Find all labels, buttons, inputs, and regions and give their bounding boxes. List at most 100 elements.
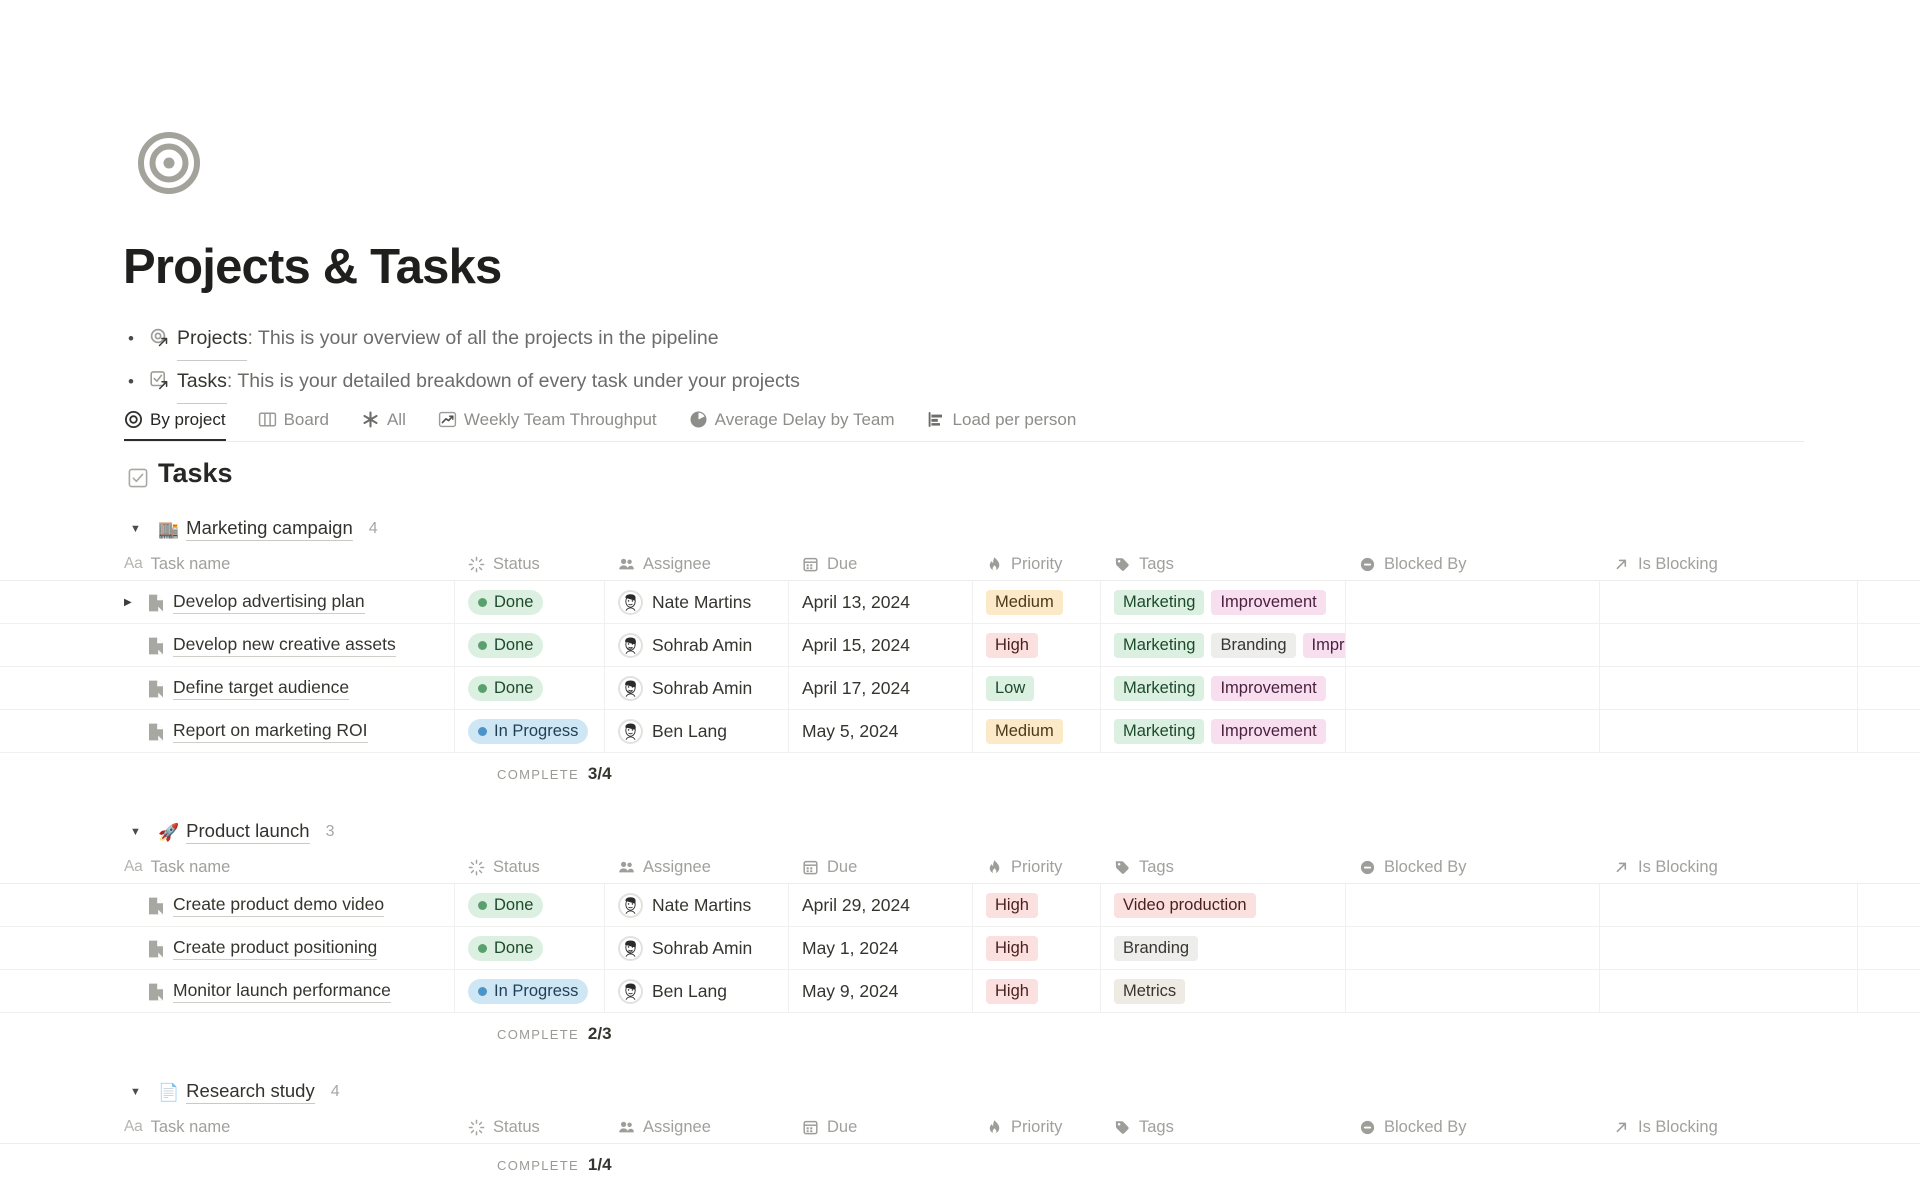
cell-status[interactable]: In Progress: [455, 970, 605, 1013]
column-header-due[interactable]: Due: [789, 851, 973, 884]
cell-status[interactable]: Done: [455, 667, 605, 710]
tag-chip[interactable]: Marketing: [1114, 676, 1205, 701]
tag-chip[interactable]: Branding: [1211, 633, 1296, 658]
table-row[interactable]: ▶ Develop new creative assets Done Sohra…: [0, 624, 1920, 667]
tab-by-project[interactable]: By project: [124, 398, 240, 441]
cell-is-blocking[interactable]: [1600, 710, 1858, 753]
cell-blocked-by[interactable]: [1346, 884, 1600, 927]
cell-due[interactable]: May 9, 2024: [789, 970, 973, 1013]
task-name-label[interactable]: Create product positioning: [173, 937, 378, 960]
cell-status[interactable]: Done: [455, 927, 605, 970]
cell-priority[interactable]: High: [973, 624, 1101, 667]
collapse-caret-icon[interactable]: ▼: [130, 522, 141, 535]
tab-all[interactable]: All: [361, 398, 420, 441]
cell-task-name[interactable]: ▶ Report on marketing ROI: [124, 710, 455, 753]
collapse-caret-icon[interactable]: ▼: [130, 825, 141, 838]
cell-tags[interactable]: Marketing Improvement: [1101, 667, 1346, 710]
status-badge[interactable]: Done: [468, 676, 544, 701]
cell-assignee[interactable]: Nate Martins: [605, 581, 789, 624]
task-name-label[interactable]: Define target audience: [173, 677, 350, 700]
column-header-tags[interactable]: Tags: [1101, 851, 1346, 884]
collapse-caret-icon[interactable]: ▼: [130, 1085, 141, 1098]
priority-badge[interactable]: High: [986, 633, 1038, 658]
column-header-name[interactable]: Aa Task name: [124, 851, 455, 884]
cell-assignee[interactable]: Sohrab Amin: [605, 667, 789, 710]
tab-load-per-person[interactable]: Load per person: [927, 398, 1091, 441]
column-header-priority[interactable]: Priority: [973, 851, 1101, 884]
priority-badge[interactable]: Low: [986, 676, 1035, 701]
cell-is-blocking[interactable]: [1600, 581, 1858, 624]
tab-board[interactable]: Board: [258, 398, 343, 441]
column-header-priority[interactable]: Priority: [973, 1111, 1101, 1144]
column-header-isblocking[interactable]: Is Blocking: [1600, 1111, 1858, 1144]
column-header-blocked[interactable]: Blocked By: [1346, 1111, 1600, 1144]
column-header-status[interactable]: Status: [455, 1111, 605, 1144]
column-header-due[interactable]: Due: [789, 548, 973, 581]
cell-tags[interactable]: Video production: [1101, 884, 1346, 927]
cell-tags[interactable]: MarketingBrandingImprovement: [1101, 624, 1346, 667]
status-badge[interactable]: In Progress: [468, 979, 589, 1004]
tab-weekly-team-throughput[interactable]: Weekly Team Throughput: [438, 398, 671, 441]
cell-status[interactable]: In Progress: [455, 710, 605, 753]
cell-task-name[interactable]: ▶ Monitor launch performance: [124, 970, 455, 1013]
cell-assignee[interactable]: Nate Martins: [605, 884, 789, 927]
cell-status[interactable]: Done: [455, 581, 605, 624]
tag-chip[interactable]: Branding: [1114, 936, 1199, 961]
cell-task-name[interactable]: ▶ Develop new creative assets: [124, 624, 455, 667]
cell-task-name[interactable]: ▶ Develop advertising plan: [124, 581, 455, 624]
cell-task-name[interactable]: ▶ Define target audience: [124, 667, 455, 710]
priority-badge[interactable]: High: [986, 893, 1038, 918]
task-name-label[interactable]: Develop advertising plan: [173, 591, 365, 614]
cell-tags[interactable]: Marketing Improvement: [1101, 710, 1346, 753]
cell-is-blocking[interactable]: [1600, 927, 1858, 970]
table-row[interactable]: ▶ Develop advertising plan Done Nate Mar…: [0, 581, 1920, 624]
group-header[interactable]: ▼ 📄 Research study 4: [0, 1073, 1920, 1111]
cell-assignee[interactable]: Sohrab Amin: [605, 927, 789, 970]
table-row[interactable]: ▶ Create product demo video Done Nate Ma…: [0, 884, 1920, 927]
group-name-label[interactable]: Research study: [186, 1080, 315, 1104]
task-name-label[interactable]: Monitor launch performance: [173, 980, 391, 1003]
status-badge[interactable]: Done: [468, 590, 544, 615]
priority-badge[interactable]: High: [986, 936, 1038, 961]
cell-tags[interactable]: Branding: [1101, 927, 1346, 970]
column-header-blocked[interactable]: Blocked By: [1346, 548, 1600, 581]
status-badge[interactable]: In Progress: [468, 719, 589, 744]
column-header-status[interactable]: Status: [455, 851, 605, 884]
expand-row-arrow[interactable]: ▶: [124, 597, 132, 608]
group-name-label[interactable]: Marketing campaign: [186, 517, 353, 541]
column-header-name[interactable]: Aa Task name: [124, 548, 455, 581]
table-row[interactable]: ▶ Monitor launch performance In Progress…: [0, 970, 1920, 1013]
cell-task-name[interactable]: ▶ Create product positioning: [124, 927, 455, 970]
table-row[interactable]: ▶ Report on marketing ROI In Progress Be…: [0, 710, 1920, 753]
tasks-link[interactable]: Tasks: [177, 361, 227, 404]
cell-priority[interactable]: High: [973, 970, 1101, 1013]
column-header-assignee[interactable]: Assignee: [605, 851, 789, 884]
cell-priority[interactable]: High: [973, 927, 1101, 970]
task-name-label[interactable]: Develop new creative assets: [173, 634, 396, 657]
cell-blocked-by[interactable]: [1346, 927, 1600, 970]
cell-blocked-by[interactable]: [1346, 667, 1600, 710]
priority-badge[interactable]: High: [986, 979, 1038, 1004]
tag-chip[interactable]: Improvement: [1302, 633, 1345, 658]
cell-is-blocking[interactable]: [1600, 884, 1858, 927]
cell-blocked-by[interactable]: [1346, 624, 1600, 667]
table-row[interactable]: ▶ Create product positioning Done Sohrab…: [0, 927, 1920, 970]
group-header[interactable]: ▼ 🏬 Marketing campaign 4: [0, 510, 1920, 548]
cell-due[interactable]: May 5, 2024: [789, 710, 973, 753]
column-header-blocked[interactable]: Blocked By: [1346, 851, 1600, 884]
tag-chip[interactable]: Marketing: [1114, 633, 1205, 658]
projects-link[interactable]: Projects: [177, 318, 248, 361]
group-name-label[interactable]: Product launch: [186, 820, 310, 844]
cell-due[interactable]: April 13, 2024: [789, 581, 973, 624]
cell-assignee[interactable]: Sohrab Amin: [605, 624, 789, 667]
cell-assignee[interactable]: Ben Lang: [605, 710, 789, 753]
tag-chip[interactable]: Improvement: [1211, 590, 1326, 615]
cell-due[interactable]: April 17, 2024: [789, 667, 973, 710]
column-header-assignee[interactable]: Assignee: [605, 548, 789, 581]
cell-assignee[interactable]: Ben Lang: [605, 970, 789, 1013]
cell-priority[interactable]: Low: [973, 667, 1101, 710]
group-header[interactable]: ▼ 🚀 Product launch 3: [0, 813, 1920, 851]
status-badge[interactable]: Done: [468, 633, 544, 658]
cell-blocked-by[interactable]: [1346, 970, 1600, 1013]
tag-chip[interactable]: Video production: [1114, 893, 1256, 918]
